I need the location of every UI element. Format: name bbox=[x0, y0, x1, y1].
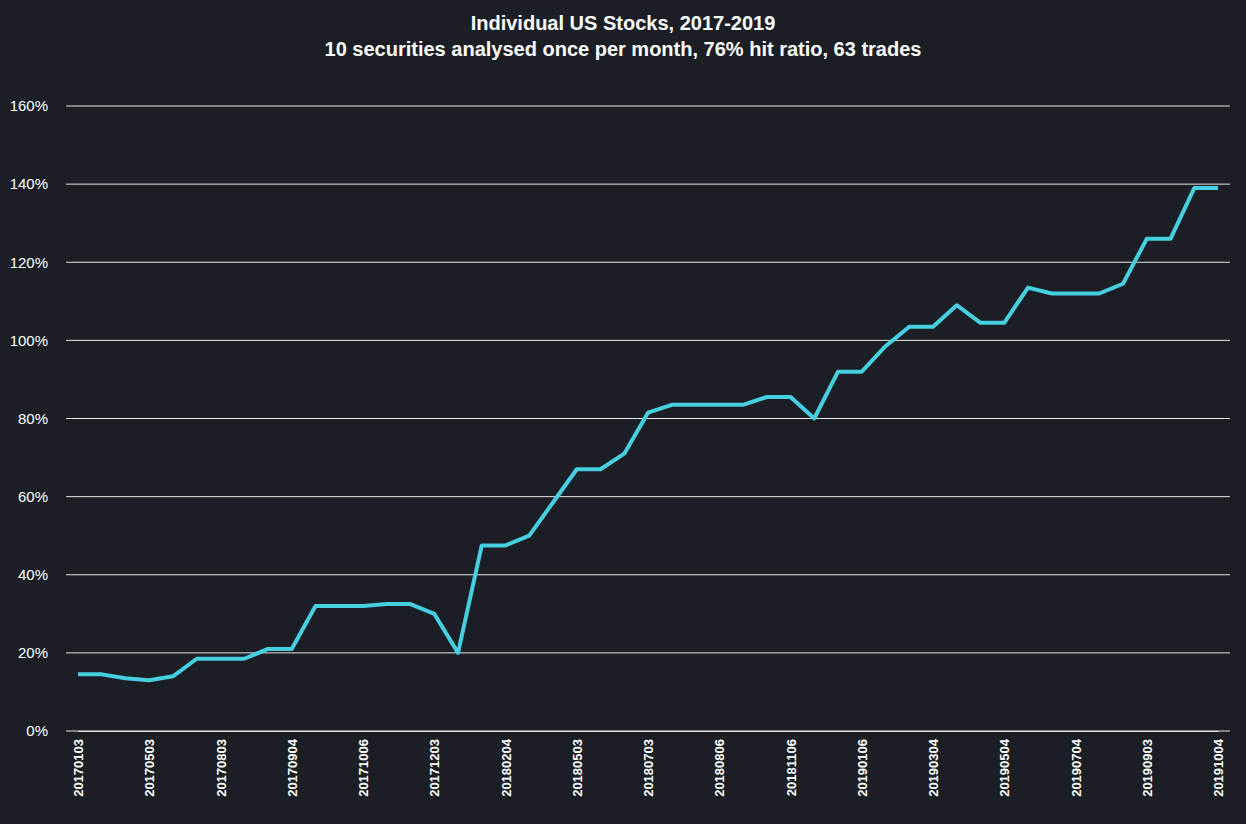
grid-line bbox=[66, 496, 1230, 497]
y-tick-label: 20% bbox=[18, 644, 48, 661]
x-axis-line bbox=[79, 731, 1219, 732]
x-tick-label: 20171006 bbox=[356, 739, 371, 797]
background bbox=[0, 0, 1246, 824]
x-tick: 20190304 bbox=[926, 731, 941, 797]
y-tick: 0% bbox=[26, 722, 48, 739]
y-tick: 60% bbox=[18, 488, 48, 505]
x-tick: 20180806 bbox=[712, 731, 727, 797]
x-tick-label: 20180806 bbox=[712, 739, 727, 797]
y-tick: 100% bbox=[10, 332, 48, 349]
x-tick-label: 20190704 bbox=[1069, 738, 1084, 797]
plot-area bbox=[78, 188, 1218, 680]
x-tick: 20190106 bbox=[855, 731, 870, 797]
x-tick: 20170803 bbox=[214, 731, 229, 797]
x-tick-label: 20170904 bbox=[285, 738, 300, 797]
x-tick-label: 20180503 bbox=[570, 739, 585, 797]
grid-line bbox=[66, 262, 1230, 263]
x-tick: 20171203 bbox=[427, 731, 442, 797]
y-axis: 0% 20% 40% 60% 80% 100% 120% 140% 160% bbox=[10, 97, 49, 739]
x-tick: 20170103 bbox=[71, 731, 86, 797]
grid-line bbox=[66, 106, 1230, 107]
y-tick: 20% bbox=[18, 644, 48, 661]
grid-line bbox=[66, 574, 1230, 575]
x-tick-label: 20191004 bbox=[1211, 738, 1226, 797]
x-tick-label: 20181106 bbox=[784, 739, 799, 796]
x-tick-label: 20190903 bbox=[1140, 739, 1155, 797]
y-axis-line bbox=[48, 107, 49, 732]
y-tick-label: 120% bbox=[10, 254, 48, 271]
x-tick: 20180503 bbox=[570, 731, 585, 797]
grid-line bbox=[66, 731, 1230, 732]
x-tick-label: 20170803 bbox=[214, 739, 229, 797]
subtitle: 10 securities analysed once per month, 7… bbox=[325, 38, 922, 60]
x-tick: 20190704 bbox=[1069, 731, 1084, 797]
grid-line bbox=[66, 184, 1230, 185]
y-tick-label: 0% bbox=[26, 722, 48, 739]
x-tick: 20171006 bbox=[356, 731, 371, 797]
title: Individual US Stocks, 2017-2019 bbox=[471, 12, 776, 34]
grid-line bbox=[66, 418, 1230, 419]
x-tick-label: 20170103 bbox=[71, 739, 86, 797]
y-tick-label: 60% bbox=[18, 488, 48, 505]
x-tick: 20170503 bbox=[142, 731, 157, 797]
x-tick: 20190504 bbox=[997, 731, 1012, 797]
y-tick-label: 100% bbox=[10, 332, 48, 349]
line bbox=[78, 188, 1218, 680]
x-tick: 20190903 bbox=[1140, 731, 1155, 797]
y-tick-label: 140% bbox=[10, 175, 48, 192]
x-tick: 20180703 bbox=[641, 731, 656, 797]
chart: Individual US Stocks, 2017-2019 10 securi… bbox=[0, 0, 1246, 824]
x-tick-label: 20180703 bbox=[641, 739, 656, 797]
x-tick-label: 20180204 bbox=[499, 738, 514, 797]
x-tick: 20191004 bbox=[1211, 731, 1226, 797]
x-axis: 20170103 20170503 20170803 20170904 20171006… bbox=[71, 731, 1226, 797]
x-tick: 20170904 bbox=[285, 731, 300, 797]
y-tick-label: 160% bbox=[10, 97, 48, 114]
y-tick-label: 40% bbox=[18, 566, 48, 583]
x-tick: 20181106 bbox=[784, 731, 799, 796]
grid-line bbox=[66, 340, 1230, 341]
y-tick: 160% bbox=[10, 97, 48, 114]
y-tick: 80% bbox=[18, 410, 48, 427]
y-tick: 140% bbox=[10, 175, 48, 192]
grid-line bbox=[66, 652, 1230, 653]
x-tick-label: 20190504 bbox=[997, 738, 1012, 797]
y-tick: 40% bbox=[18, 566, 48, 583]
y-tick: 120% bbox=[10, 254, 48, 271]
x-tick-label: 20190304 bbox=[926, 738, 941, 797]
x-tick-label: 20190106 bbox=[855, 739, 870, 797]
grid bbox=[66, 106, 1230, 731]
x-tick: 20180204 bbox=[499, 731, 514, 797]
y-tick-label: 80% bbox=[18, 410, 48, 427]
x-tick-label: 20171203 bbox=[427, 739, 442, 797]
x-tick-label: 20170503 bbox=[142, 739, 157, 797]
